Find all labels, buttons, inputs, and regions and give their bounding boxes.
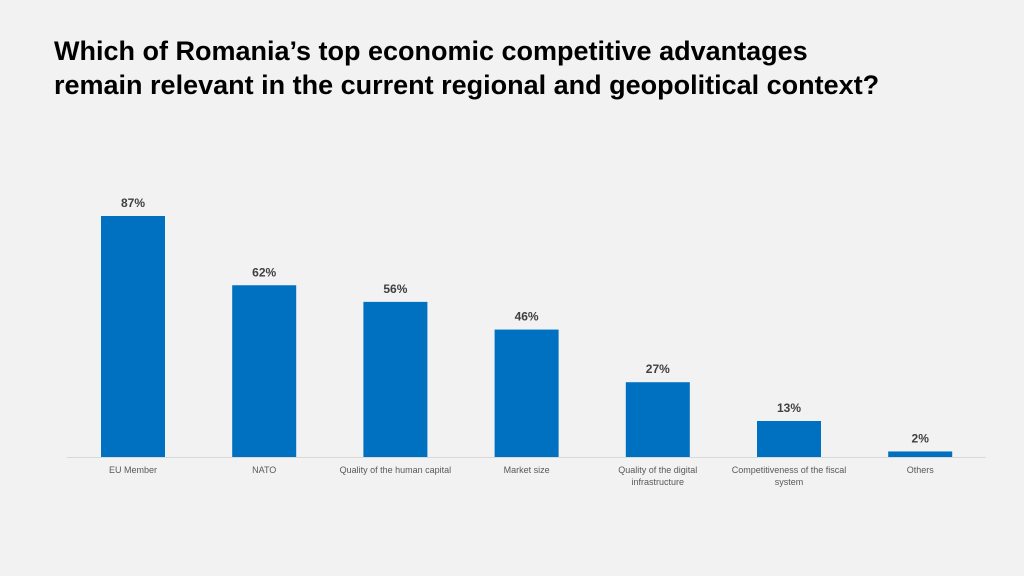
data-label: 46% xyxy=(515,310,539,324)
category-label: EU Member xyxy=(109,465,157,475)
data-label: 27% xyxy=(646,362,670,376)
bar xyxy=(888,451,953,457)
category-label: NATO xyxy=(252,465,276,475)
category-label: Quality of the human capital xyxy=(340,465,452,475)
category-label: infrastructure xyxy=(632,477,685,487)
bar xyxy=(757,420,821,457)
category-label: Market size xyxy=(504,465,550,475)
bar xyxy=(363,301,428,457)
bar xyxy=(232,285,297,457)
data-label: 56% xyxy=(383,282,407,296)
data-label: 2% xyxy=(912,431,930,445)
chart-title: Which of Romania’s top economic competit… xyxy=(54,34,1014,102)
data-label: 87% xyxy=(121,196,145,210)
bar xyxy=(625,382,690,457)
title-line-2: remain relevant in the current regional … xyxy=(54,70,880,100)
category-label: system xyxy=(775,477,804,487)
bar xyxy=(494,329,559,457)
title-line-1: Which of Romania’s top economic competit… xyxy=(54,36,808,66)
data-label: 13% xyxy=(777,401,801,415)
category-label: Competitiveness of the fiscal xyxy=(732,465,847,475)
category-label: Quality of the digital xyxy=(618,465,697,475)
data-label: 62% xyxy=(252,265,276,279)
category-label: Others xyxy=(907,465,935,475)
bar xyxy=(101,216,165,457)
